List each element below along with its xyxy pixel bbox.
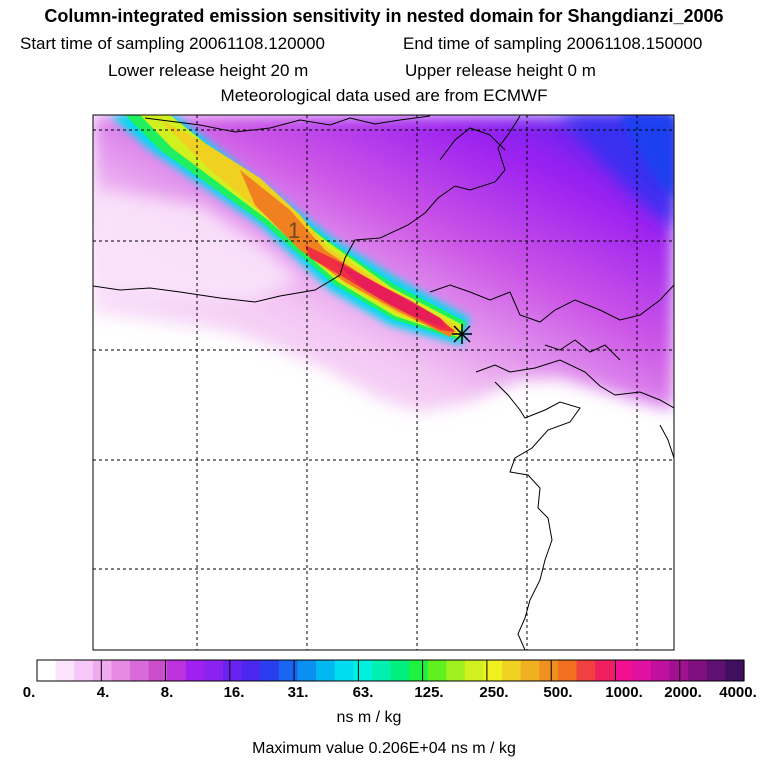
contour-label: 1 (288, 218, 300, 243)
colorbar-swatch (260, 660, 280, 681)
colorbar-swatch (539, 660, 559, 681)
colorbar-frame (36, 659, 745, 682)
start-time-label: Start time of sampling 20061108.120000 (20, 34, 325, 53)
colorbar-swatch (595, 660, 615, 681)
colorbar-swatch (613, 660, 633, 681)
colorbar-label: 500. (543, 684, 573, 701)
colorbar-swatch (576, 660, 596, 681)
colorbar-swatch (669, 660, 689, 681)
colorbar-swatch (725, 660, 745, 681)
colorbar-label: 4. (96, 684, 110, 701)
colorbar-label: 8. (160, 684, 174, 701)
colorbar-swatch (390, 660, 410, 681)
colorbar-label: 2000. (664, 684, 702, 701)
colorbar-label: 4000. (719, 684, 757, 701)
colorbar-label: 0. (22, 684, 36, 701)
colorbar-ticks (100, 660, 681, 681)
colorbar-swatch (688, 660, 708, 681)
colorbar-label: 250. (479, 684, 509, 701)
map-frame (92, 114, 675, 651)
graticule (93, 115, 674, 650)
met-data-label: Meteorological data used are from ECMWF (220, 86, 548, 105)
colorbar-swatch (241, 660, 261, 681)
end-time-label: End time of sampling 20061108.150000 (403, 34, 703, 53)
colorbar-swatch (632, 660, 652, 681)
colorbar-swatch (204, 660, 224, 681)
map-field (93, 115, 674, 650)
colorbar-swatch (334, 660, 354, 681)
colorbar-swatch (316, 660, 336, 681)
colorbar-swatch (650, 660, 671, 681)
colorbar-swatch (92, 660, 113, 681)
colorbar-swatch (148, 660, 168, 681)
colorbar-swatch (55, 660, 75, 681)
coastlines (93, 115, 674, 650)
colorbar-label: 16. (223, 684, 245, 701)
colorbar-swatch (409, 660, 429, 681)
colorbar-label: 31. (287, 684, 309, 701)
colorbar-swatch (427, 660, 447, 681)
colorbar-swatch (111, 660, 131, 681)
colorbar-swatch (464, 660, 485, 681)
colorbar-swatch (502, 660, 522, 681)
colorbar-swatch (278, 660, 299, 681)
colorbar-swatch (520, 660, 540, 681)
colorbar-units: ns m / kg (336, 709, 402, 726)
colorbar-swatch (483, 660, 503, 681)
colorbar-label: 1000. (605, 684, 643, 701)
colorbar-swatch (706, 660, 726, 681)
colorbar-swatch (185, 660, 206, 681)
plot-title: Column-integrated emission sensitivity i… (44, 6, 724, 26)
colorbar-swatch (557, 660, 578, 681)
colorbar-swatch (371, 660, 392, 681)
colorbar-swatch (37, 660, 57, 681)
colorbar (37, 660, 745, 681)
colorbar-swatch (74, 660, 94, 681)
colorbar-swatch (446, 660, 466, 681)
max-value-label: Maximum value 0.206E+04 ns m / kg (252, 740, 516, 757)
colorbar-swatch (167, 660, 187, 681)
station-cross-icon (452, 324, 472, 344)
colorbar-label: 63. (352, 684, 374, 701)
colorbar-swatch (130, 660, 150, 681)
lower-height-label: Lower release height 20 m (108, 61, 309, 80)
colorbar-label: 125. (414, 684, 444, 701)
colorbar-swatch (223, 660, 243, 681)
upper-height-label: Upper release height 0 m (405, 61, 596, 80)
colorbar-swatch (353, 660, 373, 681)
colorbar-swatch (297, 660, 317, 681)
